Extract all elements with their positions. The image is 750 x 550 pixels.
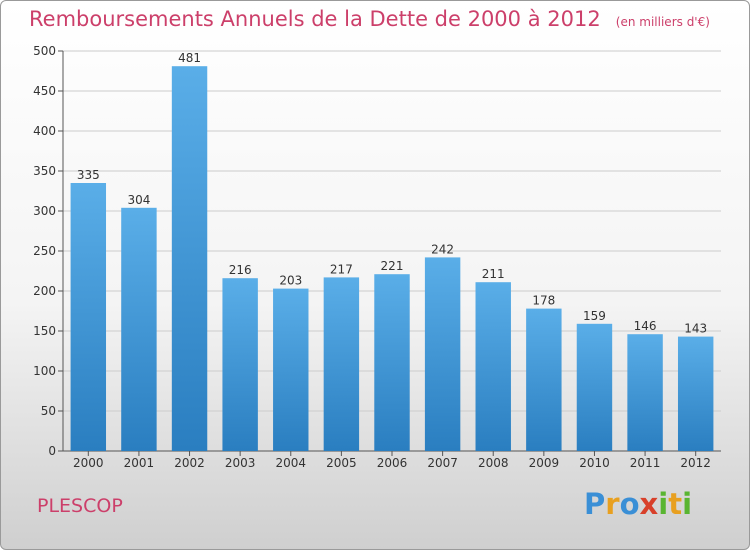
x-tick-label: 2007 bbox=[427, 456, 458, 470]
logo-letter: o bbox=[619, 487, 640, 521]
data-label: 217 bbox=[330, 262, 353, 276]
data-label: 143 bbox=[684, 322, 707, 336]
logo-letter: t bbox=[668, 487, 683, 521]
y-tick-label: 500 bbox=[33, 44, 56, 58]
x-tick-label: 2011 bbox=[630, 456, 661, 470]
data-label: 211 bbox=[482, 267, 505, 281]
data-label: 216 bbox=[229, 263, 252, 277]
y-tick-label: 250 bbox=[33, 244, 56, 258]
data-label: 203 bbox=[279, 274, 302, 288]
chart-subtitle: (en milliers d'€) bbox=[615, 15, 710, 29]
bar bbox=[374, 274, 410, 451]
bar bbox=[576, 323, 613, 451]
data-label: 335 bbox=[77, 168, 100, 182]
y-tick-label: 300 bbox=[33, 204, 56, 218]
bar bbox=[677, 336, 714, 451]
bar bbox=[475, 282, 511, 451]
y-tick-label: 150 bbox=[33, 324, 56, 338]
bar bbox=[171, 66, 208, 451]
y-tick-label: 200 bbox=[33, 284, 56, 298]
logo-letter: i bbox=[682, 487, 693, 521]
bar bbox=[526, 308, 562, 451]
data-label: 221 bbox=[381, 259, 404, 273]
x-tick-label: 2006 bbox=[377, 456, 408, 470]
bars bbox=[70, 66, 714, 451]
data-label: 304 bbox=[127, 193, 150, 207]
bar bbox=[323, 277, 360, 451]
y-tick-label: 450 bbox=[33, 84, 56, 98]
data-label: 159 bbox=[583, 309, 606, 323]
x-tick-label: 2012 bbox=[680, 456, 711, 470]
x-tick-label: 2001 bbox=[124, 456, 155, 470]
x-tick-label: 2008 bbox=[478, 456, 509, 470]
x-tick-label: 2009 bbox=[529, 456, 560, 470]
data-label: 481 bbox=[178, 51, 201, 65]
y-tick-label: 100 bbox=[33, 364, 56, 378]
x-tick-label: 2005 bbox=[326, 456, 357, 470]
bar bbox=[627, 334, 663, 451]
y-tick-label: 400 bbox=[33, 124, 56, 138]
x-tick-label: 2004 bbox=[275, 456, 306, 470]
logo-letter: x bbox=[639, 487, 659, 521]
logo-letter: P bbox=[584, 487, 606, 521]
labels: 335 2000 304 2001 481 2002 216 2003 203 2004 217 20… bbox=[73, 51, 711, 470]
data-label: 178 bbox=[532, 294, 555, 308]
y-tick-label: 50 bbox=[41, 404, 56, 418]
chart-title-block: Remboursements Annuels de la Dette de 20… bbox=[29, 7, 710, 31]
x-tick-label: 2000 bbox=[73, 456, 104, 470]
y-tick-label: 0 bbox=[48, 444, 56, 458]
x-tick-label: 2003 bbox=[225, 456, 256, 470]
bar bbox=[70, 183, 107, 451]
place-name: PLESCOP bbox=[37, 495, 123, 517]
x-tick-label: 2002 bbox=[174, 456, 205, 470]
chart-title: Remboursements Annuels de la Dette de 20… bbox=[29, 7, 601, 31]
bar bbox=[222, 278, 258, 451]
data-label: 146 bbox=[634, 319, 657, 333]
bar bbox=[273, 288, 309, 451]
bar bbox=[424, 257, 461, 451]
x-tick-label: 2010 bbox=[579, 456, 610, 470]
bar bbox=[121, 207, 157, 451]
y-tick-label: 350 bbox=[33, 164, 56, 178]
data-label: 242 bbox=[431, 242, 454, 256]
logo-letter: i bbox=[658, 487, 669, 521]
proxiti-logo: Proxiti bbox=[584, 487, 692, 521]
logo-letter: r bbox=[605, 487, 620, 521]
